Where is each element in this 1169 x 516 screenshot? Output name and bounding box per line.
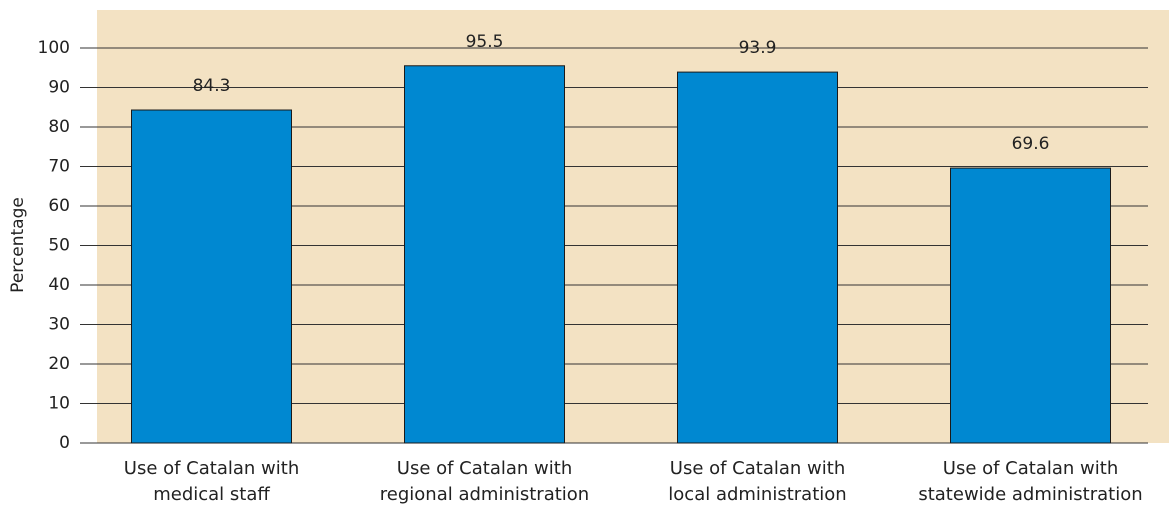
x-tick-label: Use of Catalan with local administration bbox=[668, 458, 847, 505]
y-tick-label: 90 bbox=[48, 78, 70, 98]
y-tick-label: 40 bbox=[48, 275, 70, 295]
y-tick-label: 70 bbox=[48, 157, 70, 177]
y-tick-label: 80 bbox=[48, 117, 70, 137]
y-axis-label: Percentage bbox=[8, 197, 28, 293]
y-tick-label: 50 bbox=[48, 236, 70, 256]
bar bbox=[677, 71, 838, 444]
x-tick-label: Use of Catalan with medical staff bbox=[123, 458, 300, 505]
value-label: 93.9 bbox=[739, 38, 777, 58]
value-label: 95.5 bbox=[466, 32, 504, 52]
y-tick-label: 100 bbox=[38, 38, 70, 58]
y-tick-label: 30 bbox=[48, 315, 70, 335]
y-tick-label: 60 bbox=[48, 196, 70, 216]
bar bbox=[131, 109, 292, 444]
y-tick-label: 0 bbox=[59, 433, 70, 453]
x-tick-label: Use of Catalan with regional administrat… bbox=[379, 458, 590, 505]
y-tick-label: 20 bbox=[48, 354, 70, 374]
x-tick-label: Use of Catalan with statewide administra… bbox=[918, 458, 1143, 505]
y-tick-label: 10 bbox=[48, 394, 70, 414]
bar bbox=[404, 65, 565, 444]
value-label: 84.3 bbox=[193, 76, 231, 96]
bar bbox=[950, 167, 1111, 444]
value-label: 69.6 bbox=[1012, 134, 1050, 154]
